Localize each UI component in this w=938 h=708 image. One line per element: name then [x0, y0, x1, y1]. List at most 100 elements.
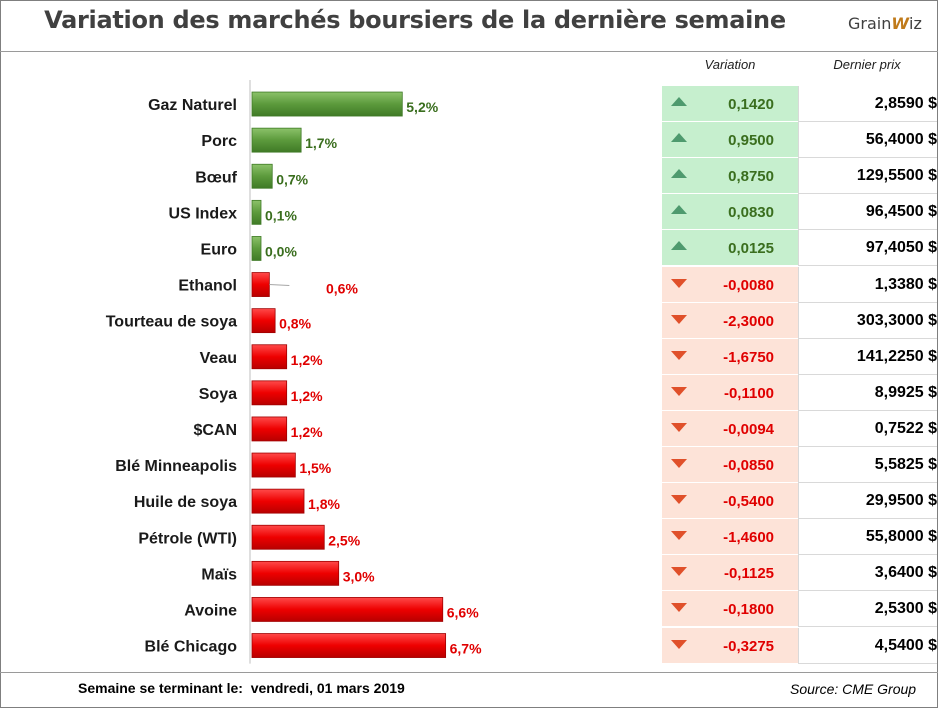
variation-value: 0,0830: [728, 204, 774, 222]
category-label: Veau: [200, 350, 237, 367]
down-arrow-icon: [671, 603, 687, 613]
category-label: Porc: [201, 133, 237, 150]
bar: [251, 344, 288, 370]
price-value: 141,2250 $: [856, 347, 937, 365]
data-label: 6,6%: [447, 604, 479, 620]
price-value: 29,9500 $: [865, 492, 937, 510]
table-row: -0,0080 1,3380 $: [662, 266, 937, 303]
bar: [251, 416, 288, 442]
data-label: 2,5%: [328, 532, 360, 548]
price-cell: 303,3000 $: [798, 302, 937, 339]
category-label: Maïs: [201, 566, 237, 583]
down-arrow-icon: [671, 639, 687, 649]
category-label: Ethanol: [178, 278, 237, 295]
variation-cell: 0,0125: [662, 230, 798, 267]
variation-value: 0,0125: [728, 240, 774, 258]
category-label: US Index: [169, 205, 238, 222]
price-cell: 8,9925 $: [798, 374, 937, 411]
variation-cell: -0,0094: [662, 410, 798, 447]
data-label: 1,8%: [308, 496, 340, 512]
header-divider: [0, 51, 938, 52]
down-arrow-icon: [671, 495, 687, 505]
price-value: 303,3000 $: [856, 311, 937, 329]
price-value: 3,6400 $: [874, 564, 937, 582]
footer-divider: [0, 672, 938, 673]
category-label: Tourteau de soya: [106, 314, 237, 331]
category-label: Blé Minneapolis: [115, 458, 237, 475]
data-label: 1,2%: [291, 388, 323, 404]
logo-prefix: Grain: [848, 14, 892, 33]
variation-value: -1,4600: [723, 529, 774, 547]
price-value: 5,5825 $: [874, 456, 937, 473]
variation-cell: -0,3275: [662, 627, 798, 664]
logo-suffix: iz: [909, 14, 922, 33]
price-cell: 97,4050 $: [798, 230, 937, 267]
category-label: Bœuf: [195, 169, 237, 186]
variation-cell: -1,6750: [662, 338, 798, 375]
down-arrow-icon: [671, 459, 687, 468]
price-value: 4,5400 $: [874, 636, 937, 654]
table-row: 0,8750 129,5500 $: [662, 158, 937, 195]
variation-value: -0,1800: [723, 601, 774, 619]
data-label: 0,1%: [265, 207, 297, 223]
variation-cell: -0,5400: [662, 483, 798, 520]
table-row: -0,3275 4,5400 $: [662, 627, 937, 664]
bar: [251, 272, 270, 297]
up-arrow-icon: [671, 169, 687, 179]
label-leader-line: [269, 284, 290, 287]
data-label: 0,7%: [276, 171, 308, 187]
price-value: 8,9925 $: [874, 383, 937, 401]
bar: [251, 452, 296, 478]
price-cell: 129,5500 $: [798, 158, 937, 195]
week-date: vendredi, 01 mars 2019: [250, 680, 405, 696]
price-header: Dernier prix: [833, 57, 901, 72]
variation-cell: -0,0850: [662, 447, 798, 483]
up-arrow-icon: [671, 205, 687, 215]
price-cell: 29,9500 $: [798, 483, 937, 520]
data-label: 5,2%: [406, 99, 438, 115]
bar-chart: Gaz Naturel 5,2% Porc 1,7% Bœuf 0,7% US Index 0…: [106, 80, 482, 664]
price-cell: 1,3380 $: [798, 266, 937, 303]
week-ending: Semaine se terminant le: vendredi, 01 ma…: [78, 680, 405, 696]
variation-cell: 0,8750: [662, 158, 798, 195]
bar: [251, 308, 276, 334]
variation-value: -0,0850: [723, 457, 774, 474]
variation-value: -0,3275: [723, 637, 774, 655]
brand-logo: GrainWiz: [848, 14, 922, 33]
variation-header: Variation: [704, 57, 756, 72]
category-label: Euro: [201, 241, 238, 258]
variation-value: -2,3000: [723, 312, 774, 330]
table-row: -1,6750 141,2250 $: [662, 338, 937, 375]
variation-cell: 0,9500: [662, 122, 798, 159]
category-label: Huile de soya: [134, 494, 237, 511]
data-label: 0,6%: [326, 281, 358, 297]
price-cell: 5,5825 $: [798, 447, 937, 483]
bar: [251, 163, 273, 189]
price-cell: 4,5400 $: [798, 627, 937, 664]
price-value: 129,5500 $: [856, 167, 937, 185]
price-cell: 56,4000 $: [798, 122, 937, 159]
variation-cell: -2,3000: [662, 302, 798, 339]
down-arrow-icon: [671, 422, 687, 432]
table-row: 0,0830 96,4500 $: [662, 194, 937, 231]
down-arrow-icon: [671, 350, 687, 360]
price-value: 0,7522 $: [874, 419, 937, 437]
down-arrow-icon: [671, 314, 687, 324]
data-label: 1,2%: [291, 352, 323, 368]
bar: [251, 524, 325, 550]
bar: [251, 597, 444, 622]
price-value: 2,8590 $: [874, 95, 937, 112]
price-cell: 141,2250 $: [798, 338, 937, 375]
table-row: -0,0850 5,5825 $: [662, 447, 937, 483]
variation-value: -0,0094: [723, 420, 774, 438]
bars-layer: Gaz Naturel 5,2% Porc 1,7% Bœuf 0,7% US Index 0…: [106, 80, 482, 664]
variation-value: 0,9500: [728, 132, 774, 150]
category-label: $CAN: [193, 422, 237, 439]
source-note: Source: CME Group: [790, 681, 917, 697]
up-arrow-icon: [671, 241, 687, 251]
bar: [251, 380, 288, 406]
table-row: -0,1100 8,9925 $: [662, 374, 937, 411]
price-cell: 2,5300 $: [798, 591, 937, 628]
data-label: 1,7%: [305, 135, 337, 151]
variation-cell: -0,1100: [662, 374, 798, 411]
